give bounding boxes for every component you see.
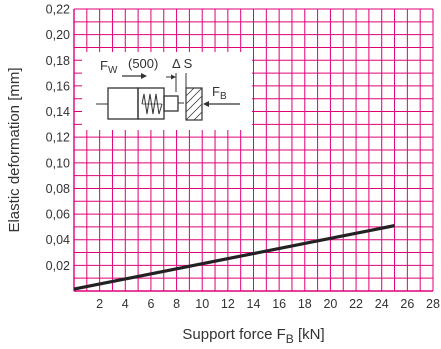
y-tick-label: 0,04 [46,233,70,247]
x-axis-label: Support force FB [kN] [182,326,324,346]
inset-diagram: FW (500) Δ S FB [82,52,252,130]
x-tick-label: 2 [96,297,103,311]
y-tick-label: 0,10 [46,156,70,170]
x-tick-label: 8 [173,297,180,311]
y-tick-label: 0,06 [46,208,70,222]
inset-delta-label: Δ S [172,56,193,71]
inset-fw-value: (500) [128,56,158,71]
inset-fw-label: FW [100,58,118,76]
x-tick-label: 16 [272,297,286,311]
x-tick-label: 6 [147,297,154,311]
series-line [73,224,395,291]
x-tick-label: 20 [323,297,337,311]
x-tick-label: 4 [122,297,129,311]
x-tick-label: 10 [195,297,209,311]
spring-plunger-icon [96,87,184,120]
y-tick-label: 0,20 [46,28,70,42]
y-tick-labels: 0,02 0,04 0,06 0,08 0,10 0,12 0,14 0,16 0,18 0,20… [46,3,70,273]
y-tick-label: 0,18 [46,54,70,68]
y-tick-label: 0,08 [46,182,70,196]
fw-arrow-icon [122,73,147,79]
axes [73,9,433,292]
x-tick-label: 22 [349,297,363,311]
y-tick-label: 0,14 [46,105,70,119]
inset-background [82,52,252,130]
y-tick-label: 0,12 [46,131,70,145]
x-tick-label: 12 [221,297,235,311]
x-tick-label: 26 [400,297,414,311]
y-tick-label: 0,22 [46,3,70,17]
fb-arrow-icon [203,101,240,107]
series [73,224,395,291]
x-tick-label: 18 [298,297,312,311]
x-tick-label: 28 [426,297,440,311]
x-tick-label: 24 [375,297,389,311]
inset-fb-label: FB [212,84,227,102]
x-tick-label: 14 [247,297,261,311]
wall-icon [185,87,203,121]
x-tick-labels: 2 4 6 8 10 12 14 16 18 20 22 24 26 28 [96,297,440,311]
y-tick-label: 0,16 [46,79,70,93]
y-tick-label: 0,02 [46,259,70,273]
y-axis-label: Elastic deformation [mm] [6,67,23,232]
